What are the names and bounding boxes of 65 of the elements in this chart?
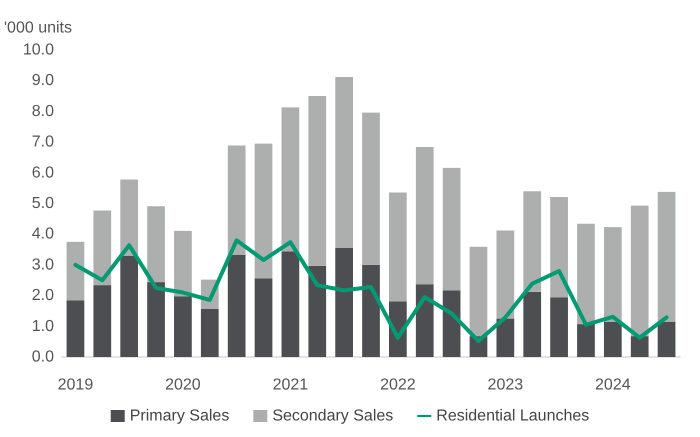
bar — [147, 206, 165, 282]
y-tick-label: 1.0 — [32, 318, 54, 335]
y-tick-label: 6.0 — [32, 164, 54, 182]
bar — [577, 224, 595, 324]
bar — [362, 264, 380, 357]
bar — [550, 197, 568, 298]
bar — [496, 230, 514, 319]
x-tick-label: 2023 — [488, 376, 524, 394]
bar — [174, 296, 192, 357]
bar — [335, 248, 353, 357]
bar — [416, 147, 434, 284]
y-tick-label: 8.0 — [32, 102, 54, 120]
x-tick-label: 2020 — [165, 376, 201, 394]
legend-label: Primary Sales — [130, 408, 230, 424]
bar — [523, 191, 542, 292]
bar — [93, 210, 112, 286]
y-tick-label: 4.0 — [32, 226, 54, 243]
y-tick-label: 0.0 — [32, 348, 54, 366]
y-tick-label: 9.0 — [32, 72, 54, 90]
bar — [470, 246, 488, 336]
bar — [658, 192, 676, 322]
bar — [282, 251, 300, 357]
bar — [335, 77, 353, 248]
bar — [630, 206, 649, 336]
bar — [200, 308, 219, 357]
bar — [120, 256, 138, 357]
bar — [147, 282, 165, 357]
bar — [577, 324, 595, 357]
bar — [362, 112, 380, 265]
bar — [254, 278, 272, 357]
y-tick-label: 5.0 — [32, 195, 54, 212]
bar — [308, 266, 326, 357]
bar — [174, 230, 192, 296]
bar — [630, 336, 649, 357]
legend-label: Secondary Sales — [272, 408, 394, 424]
line-series — [73, 238, 669, 344]
y-tick-label: 10.0 — [22, 42, 54, 58]
bar — [120, 180, 138, 256]
bar — [228, 145, 246, 255]
bar — [282, 107, 300, 252]
bar — [66, 300, 84, 357]
y-tick-label: 2.0 — [32, 287, 54, 304]
x-tick-label: 2024 — [595, 376, 631, 394]
x-tick-label: 2021 — [272, 376, 308, 394]
bar — [496, 318, 514, 357]
bar — [416, 284, 434, 357]
y-tick-label: 7.0 — [32, 134, 54, 151]
bar — [93, 285, 112, 357]
bar — [66, 242, 84, 301]
bar — [604, 227, 622, 322]
bar — [389, 192, 407, 302]
bar — [658, 322, 676, 357]
bar — [254, 144, 272, 278]
bar — [442, 168, 460, 290]
bar — [442, 290, 460, 357]
y-tick-label: 3.0 — [32, 256, 54, 274]
bar — [550, 297, 568, 357]
bar — [308, 96, 326, 266]
bar — [228, 254, 246, 357]
bar — [604, 322, 622, 357]
x-tick-label: 2022 — [380, 376, 416, 394]
x-tick-label: 2019 — [58, 376, 94, 394]
y-axis-title: '000 units — [4, 20, 72, 36]
bar — [523, 292, 542, 357]
legend-label: Residential Launches — [436, 408, 590, 424]
